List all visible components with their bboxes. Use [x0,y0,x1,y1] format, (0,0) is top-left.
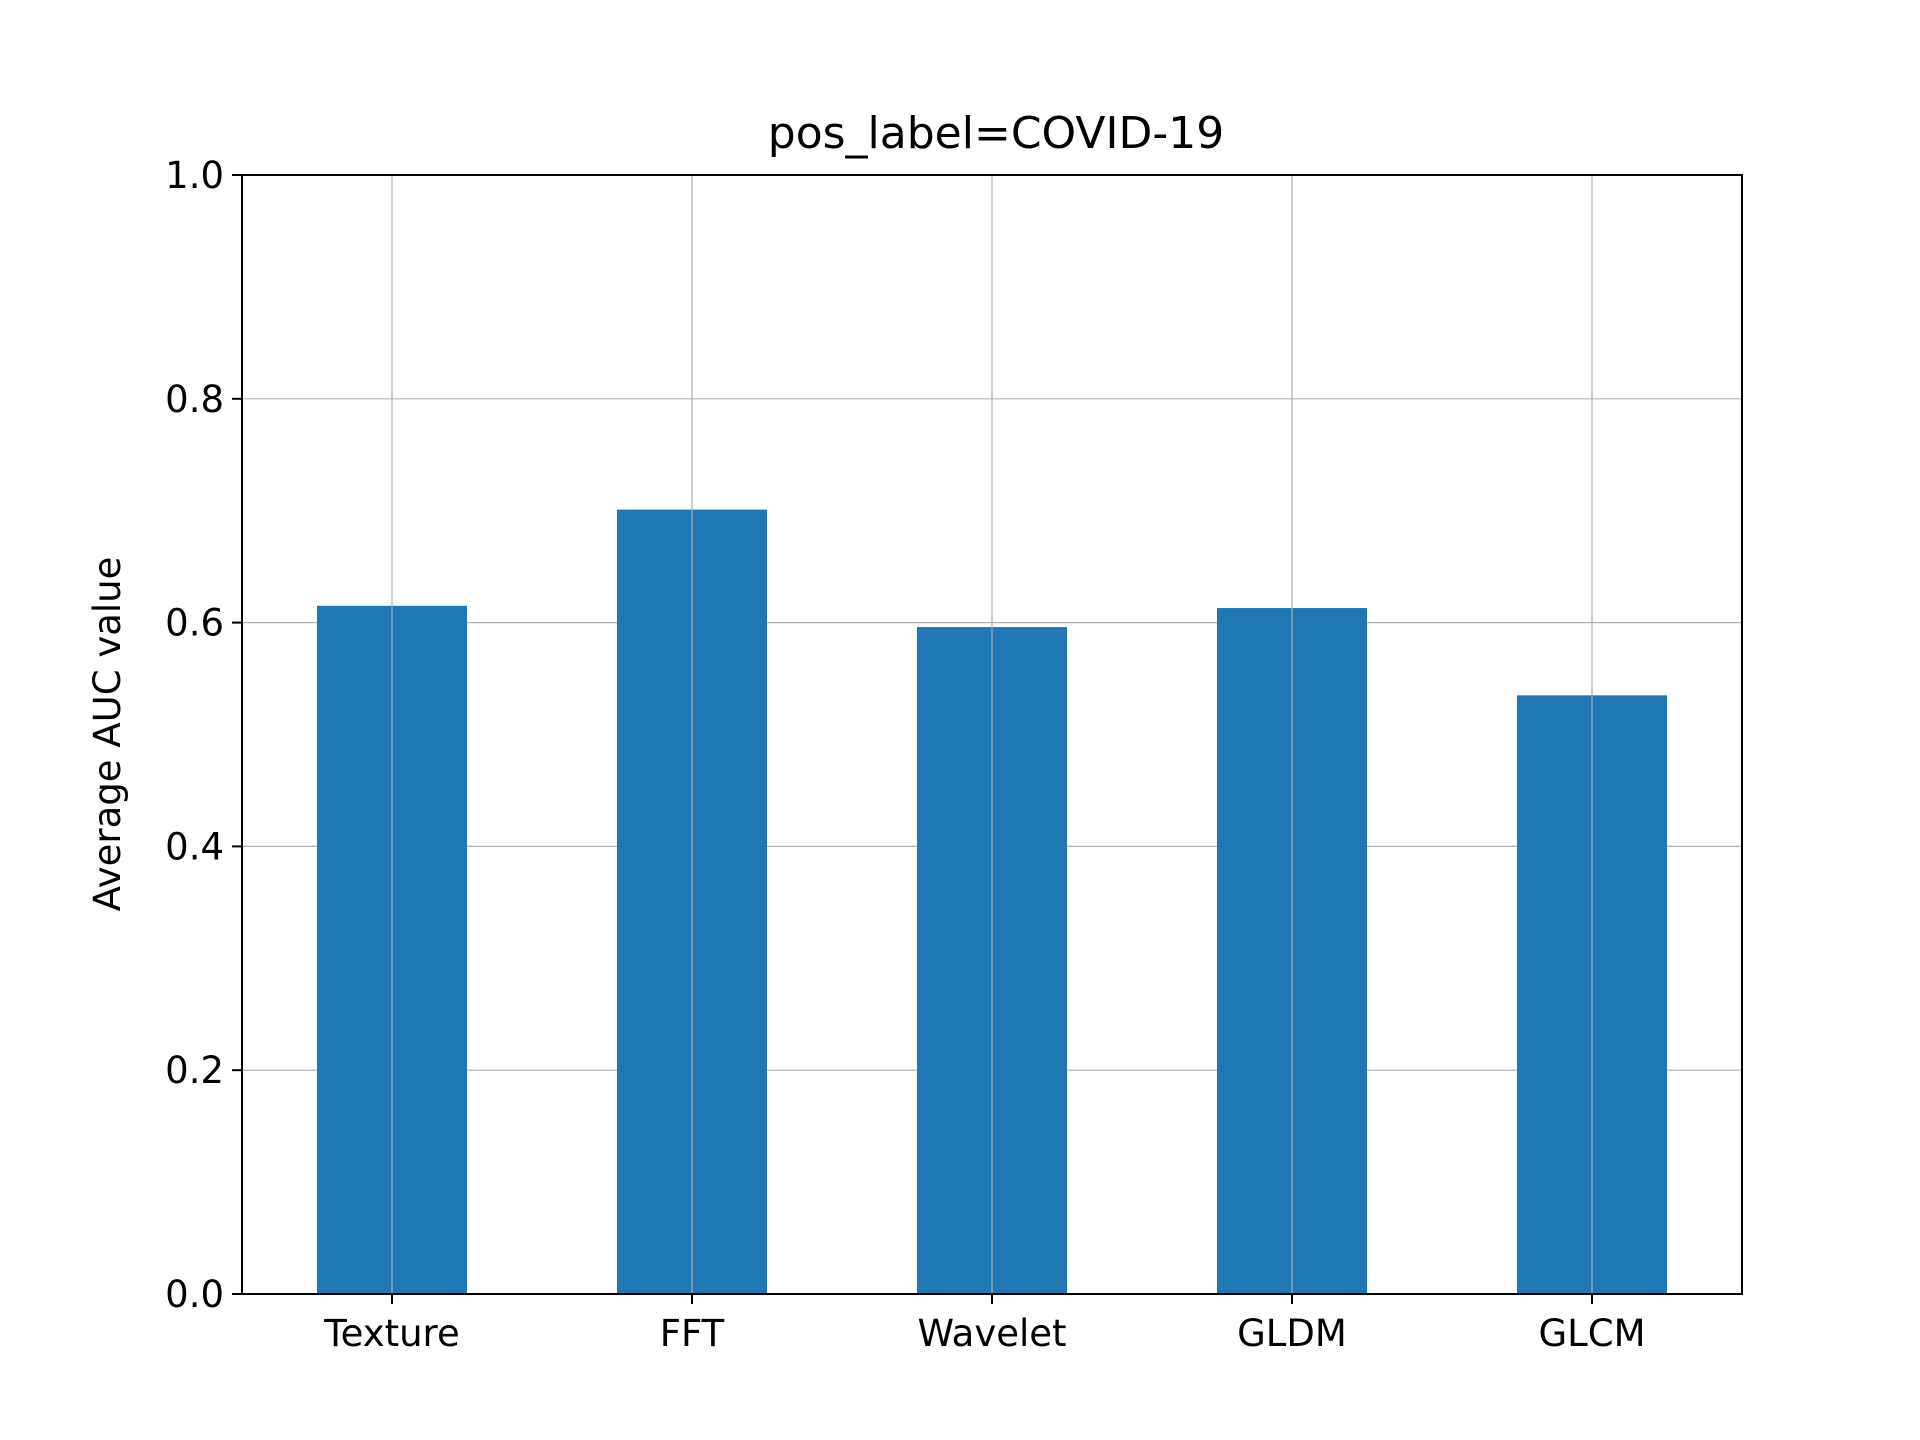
x-tick-label: GLCM [1538,1312,1645,1355]
y-tick-label: 0.6 [165,602,224,645]
y-tick-label: 0.2 [165,1049,224,1092]
y-tick-label: 0.0 [165,1273,224,1316]
x-tick-label: FFT [660,1312,725,1355]
vertical-grid-layer [391,175,1593,1294]
y-tick-label: 0.4 [165,825,224,868]
x-tick-label: Wavelet [917,1312,1066,1355]
x-tick-label: GLDM [1237,1312,1347,1355]
y-axis-label: Average AUC value [86,557,129,912]
chart-title: pos_label=COVID-19 [768,108,1224,159]
x-tick-label: Texture [323,1312,459,1355]
y-tick-label: 1.0 [165,154,224,197]
axes-layer: 0.0 0.2 0.4 0.6 0.8 1.0 Texture FFT Wavelet GLDM G… [165,154,1743,1355]
plot-frame [241,174,1743,1295]
y-tick-label: 0.8 [165,378,224,421]
